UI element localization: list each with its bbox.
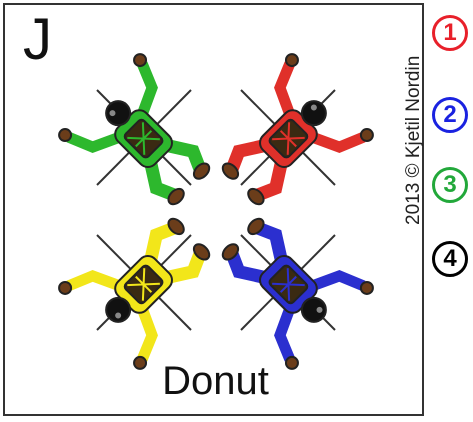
- slot-number: 4: [443, 245, 457, 272]
- yellow-jumper: [58, 217, 211, 370]
- formation-letter: J: [23, 7, 52, 72]
- slot-number: 3: [443, 171, 457, 198]
- slot-badge-1: 1: [432, 15, 468, 51]
- slot-badge-2: 2: [432, 97, 468, 133]
- copyright-text: 2013 © Kjetil Nordin: [403, 55, 424, 225]
- slot-badge-3: 3: [432, 167, 468, 203]
- red-jumper: [221, 53, 374, 206]
- green-jumper: [58, 53, 211, 206]
- jumper-group: [58, 53, 374, 370]
- slot-number: 2: [443, 101, 457, 128]
- formation-diagram: [58, 53, 374, 370]
- blue-jumper: [221, 217, 374, 370]
- formation-name: Donut: [162, 359, 269, 403]
- slot-number: 1: [443, 19, 457, 46]
- slot-badge-4: 4: [432, 241, 468, 277]
- formation-card: J Donut 2013 © Kjetil Nordin: [3, 3, 424, 416]
